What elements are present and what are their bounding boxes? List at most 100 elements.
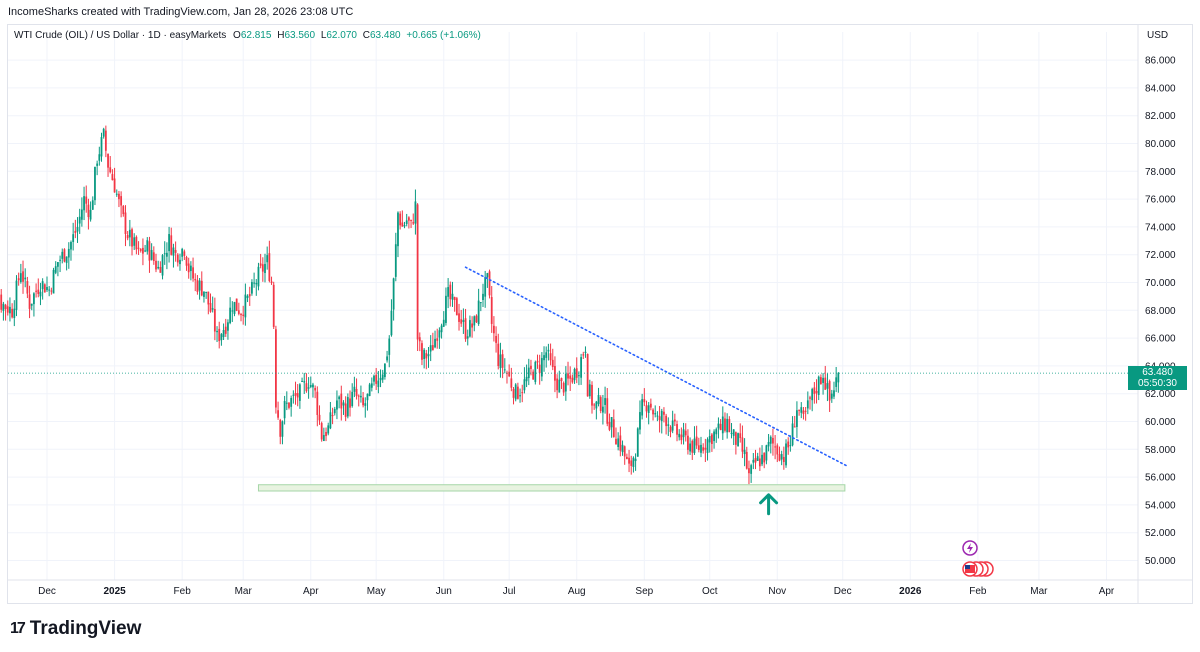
candle: [687, 429, 689, 455]
candle: [333, 406, 336, 416]
candle: [445, 287, 447, 326]
candle: [765, 444, 768, 465]
candle-body: [390, 310, 393, 336]
candle: [98, 146, 101, 166]
candle: [719, 419, 722, 431]
candle-body: [368, 384, 371, 397]
candle: [257, 262, 260, 291]
candle-body: [288, 402, 290, 408]
candle: [715, 427, 718, 443]
candle: [761, 445, 763, 467]
tradingview-logo[interactable]: 17 TradingView: [10, 618, 141, 640]
candle: [475, 314, 478, 324]
candle-body: [652, 409, 654, 415]
candle-body: [442, 319, 445, 327]
candle-body: [519, 395, 521, 397]
candle: [700, 436, 702, 458]
candle: [464, 308, 467, 342]
candle: [462, 308, 465, 334]
candle-body: [312, 384, 314, 388]
candle: [619, 426, 622, 457]
candle: [312, 382, 314, 398]
high-label: H: [277, 30, 285, 41]
candle: [322, 427, 325, 442]
candle: [455, 296, 458, 316]
candle-body: [39, 291, 42, 297]
candle: [796, 401, 798, 438]
candle-body: [830, 393, 833, 399]
candle-body: [684, 430, 687, 436]
y-tick-label: 76.000: [1145, 195, 1176, 206]
candle: [168, 226, 170, 263]
x-tick-label: Apr: [303, 586, 319, 597]
symbol-legend[interactable]: WTI Crude (OIL) / US Dollar · 1D · easyM…: [14, 30, 484, 41]
candle-body: [205, 292, 208, 294]
overlay-layer: [8, 372, 1138, 577]
candle: [469, 315, 471, 338]
candle-body: [628, 457, 630, 464]
candle-body: [800, 407, 803, 413]
candle: [748, 460, 750, 485]
candle: [508, 364, 511, 378]
candle-body: [198, 280, 201, 291]
candle: [159, 261, 162, 273]
candle-body: [724, 418, 726, 431]
candle: [72, 222, 75, 251]
candle: [806, 391, 809, 415]
candle-body: [530, 365, 532, 369]
candle-body: [285, 402, 288, 404]
candle-body: [593, 404, 596, 406]
currency-label[interactable]: USD: [1147, 30, 1169, 41]
candle: [512, 387, 515, 405]
candle: [309, 376, 312, 389]
candle-body: [272, 284, 275, 327]
candle: [800, 402, 803, 419]
candle-body: [290, 397, 293, 407]
candle-body: [43, 284, 46, 293]
candle: [597, 387, 600, 407]
candle: [394, 232, 397, 282]
candle: [131, 227, 133, 256]
candle: [734, 431, 737, 455]
candle-body: [17, 278, 20, 281]
candle-body: [571, 377, 574, 383]
candle-body: [621, 444, 624, 453]
candle-body: [761, 454, 763, 465]
bar-countdown: 05:50:30: [1138, 378, 1177, 389]
candle-body: [730, 432, 733, 435]
candle: [673, 413, 676, 427]
support-zone[interactable]: [257, 484, 846, 492]
candle: [763, 452, 766, 469]
candle-body: [336, 400, 338, 410]
trendline[interactable]: [464, 266, 848, 467]
candle-body: [451, 293, 454, 300]
last-candle: [837, 372, 840, 393]
y-tick-label: 52.000: [1145, 528, 1176, 539]
candle-body: [203, 291, 205, 297]
candle: [516, 382, 519, 400]
candle-body: [525, 376, 528, 382]
candle: [37, 278, 40, 298]
candle-body: [296, 393, 299, 398]
candle-body: [436, 338, 439, 341]
candle: [338, 395, 341, 409]
candle: [449, 281, 452, 307]
last-price-value: 63.480: [1142, 367, 1173, 378]
candle: [283, 395, 286, 425]
candle: [203, 291, 205, 303]
candle: [318, 405, 321, 425]
event-icons[interactable]: [962, 540, 994, 577]
candle: [802, 407, 805, 420]
candle-body: [619, 435, 622, 451]
candle-body: [802, 410, 805, 414]
candle-body: [70, 241, 72, 250]
candle: [22, 260, 24, 294]
candle: [94, 166, 96, 206]
candles: [0, 125, 840, 485]
candle-body: [538, 364, 541, 374]
candle-body: [346, 397, 349, 417]
up-arrow-icon[interactable]: [759, 493, 779, 516]
candle-body: [815, 390, 818, 394]
close-label: C: [362, 30, 370, 41]
